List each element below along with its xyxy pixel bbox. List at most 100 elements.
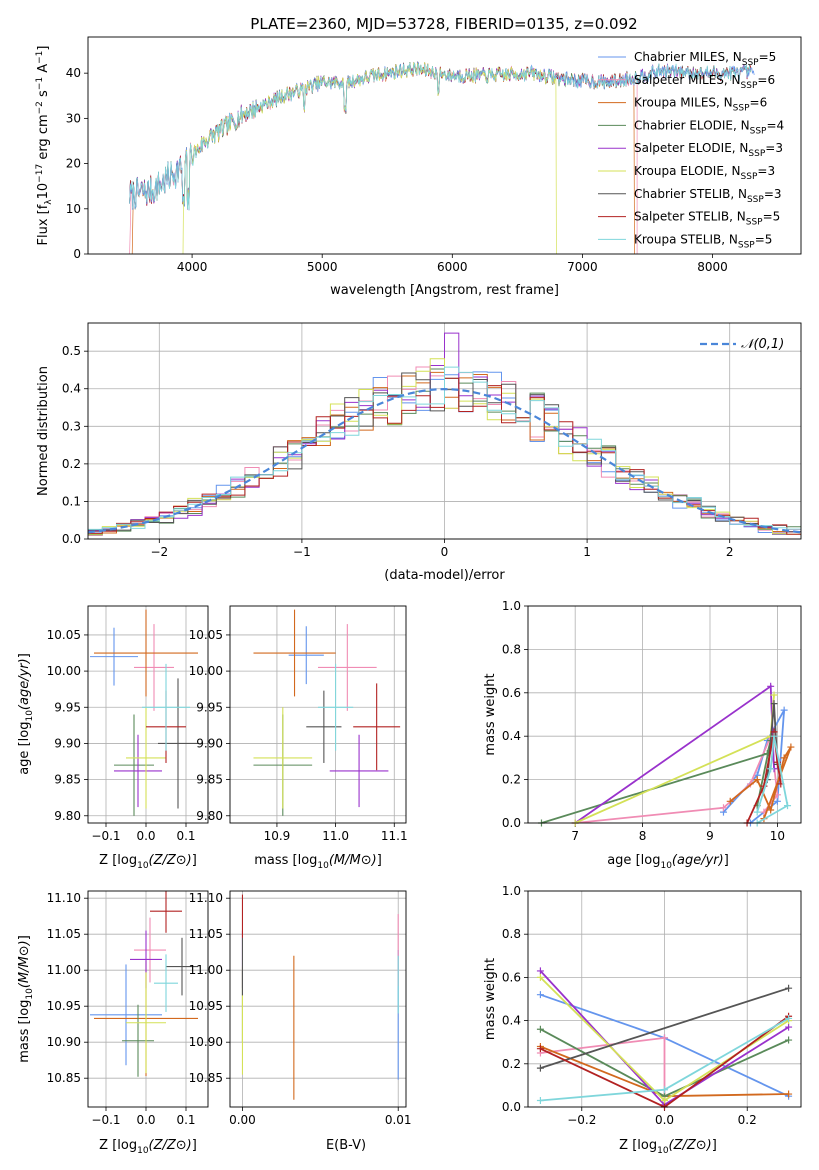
weight-marker [780,706,788,714]
weight-marker [784,802,792,810]
y-tick-label: 10.85 [47,1071,81,1085]
weight-marker [785,1023,793,1031]
weight-marker [661,1086,668,1094]
y-tick-label: 0.2 [502,1057,521,1071]
weight-marker [767,806,775,814]
x-axis-label: (data-model)/error [384,568,505,583]
y-tick-label: 1.0 [502,599,521,613]
weight-series [540,987,789,1069]
y-tick-label: 0.4 [62,382,81,396]
x-tick-label: 4000 [177,260,208,274]
x-tick-label: 6000 [437,260,468,274]
x-tick-label: −0.1 [91,829,120,843]
y-tick-label: 1.0 [502,884,521,898]
spectrum-legend: Chabrier MILES, NSSP=5 Salpeter MILES, NS… [598,50,784,250]
y-tick-label: 11.00 [47,963,81,977]
legend-label: 𝒩(0,1) [741,337,784,352]
y-tick-label: 9.80 [54,809,81,823]
y-tick-label: 0.6 [502,970,521,984]
x-tick-label: −0.2 [567,1113,596,1127]
spectrum-line [182,62,557,254]
y-tick-label: 0.8 [502,642,521,656]
weight-marker [767,765,775,773]
age-vs-mass-panel: 10.9 11.0 11.1 9.80 9.85 9.90 9.95 10.00 10.05 ma… [189,605,408,871]
legend-label: Salpeter MILES, NSSP=6 [634,73,775,91]
weight-series [574,684,775,823]
weight-marker [726,797,734,805]
y-tick-label: 10.90 [189,1035,223,1049]
x-tick-label: 10.9 [264,829,291,843]
axes-frame [527,890,802,1108]
y-tick-label: 0.5 [62,344,81,358]
x-tick-label: 9 [706,829,714,843]
weight-marker [536,973,544,981]
y-tick-label: 0.1 [62,494,81,508]
legend-label: Chabrier ELODIE, NSSP=4 [634,118,784,136]
y-tick-label: 9.85 [54,773,81,787]
weight-marker [536,1064,544,1072]
spectrum-panel: 4000 5000 6000 7000 8000 0 10 20 30 40 wavelength … [35,36,802,298]
x-axis-label: Z [log10(Z/Z⊙)] [619,1138,717,1156]
weight-marker [661,1097,668,1105]
mass-weight-vs-age-panel: 7 8 9 10 0.0 0.2 0.4 0.6 0.8 1.0 mass weight age [l… [483,599,802,871]
y-tick-label: 9.90 [54,736,81,750]
x-tick-label: 5000 [307,260,338,274]
gaussian-curve [88,387,801,534]
y-tick-label: 0.0 [502,816,521,830]
y-tick-label: 9.95 [196,700,223,714]
x-tick-label: 11.1 [381,829,408,843]
legend-label: Salpeter STELIB, NSSP=5 [634,210,780,228]
x-axis-label: mass [log10(M/M⊙)] [254,853,382,871]
weight-marker [536,991,544,999]
legend-label: Chabrier MILES, NSSP=5 [634,50,776,68]
y-tick-label: 0.0 [502,1100,521,1114]
weight-marker [536,1025,544,1033]
axes-frame [87,890,209,1108]
mass-weight-vs-metallicity-panel: −0.2 0.0 0.2 0.0 0.2 0.4 0.6 0.8 1.0 mass weight Z… [483,884,802,1156]
mass-vs-ebv-panel: 0.00 0.01 10.85 10.90 10.95 11.00 11.05 11.10 E(… [189,890,412,1153]
weight-marker [785,984,793,992]
y-axis-label-part: A [36,64,51,77]
weight-marker [661,1034,668,1042]
legend-label: Kroupa STELIB, NSSP=5 [634,232,772,250]
x-tick-label: 11.0 [322,829,349,843]
x-tick-label: 0.0 [136,829,155,843]
mass-vs-metallicity-panel: −0.1 0.0 0.1 10.85 10.90 10.95 11.00 11.05 11.10… [17,890,209,1156]
y-axis-label: mass weight [483,673,498,755]
y-tick-label: 10.95 [189,999,223,1013]
axes-frame [87,322,802,540]
x-tick-label: −0.1 [91,1113,120,1127]
x-tick-label: 0.01 [385,1113,412,1127]
weight-marker [770,732,778,740]
weight-marker [536,967,544,975]
y-tick-label: 0.6 [502,686,521,700]
axes-frame [527,605,802,824]
y-axis-label: Flux [fλ10−17 erg cm−2 s−1 A−1] [35,46,54,246]
y-tick-label: 10 [66,202,81,216]
y-tick-label: 11.10 [47,891,81,905]
x-axis-label: Z [log10(Z/Z⊙)] [99,853,197,871]
x-tick-label: 0.2 [738,1113,757,1127]
y-tick-label: 10.00 [47,664,81,678]
weight-marker [536,1097,544,1105]
x-tick-label: 10 [770,829,785,843]
x-tick-label: 7 [571,829,579,843]
weight-marker [767,682,775,690]
weight-marker [787,743,795,751]
legend-label: Kroupa ELODIE, NSSP=3 [634,164,775,182]
residual-histogram-panel: −2 −1 0 1 2 0.0 0.1 0.2 0.3 0.4 0.5 𝒩(0,1) (data-mod… [36,322,802,583]
histogram-series [88,366,801,530]
y-axis-label-part: 10 [36,183,51,200]
axes-frame [229,605,407,824]
weight-marker [785,1036,793,1044]
y-axis-label-part: −2 [35,101,45,114]
weight-marker [770,700,778,708]
y-axis-label-part: Flux [f [36,204,51,245]
y-axis-label: mass weight [483,958,498,1040]
weight-series [540,1015,790,1107]
y-tick-label: 0.3 [62,419,81,433]
axes-frame [229,890,407,1108]
y-tick-label: 10.95 [47,999,81,1013]
x-tick-label: 1 [583,545,591,559]
x-tick-label: 0.1 [176,829,195,843]
